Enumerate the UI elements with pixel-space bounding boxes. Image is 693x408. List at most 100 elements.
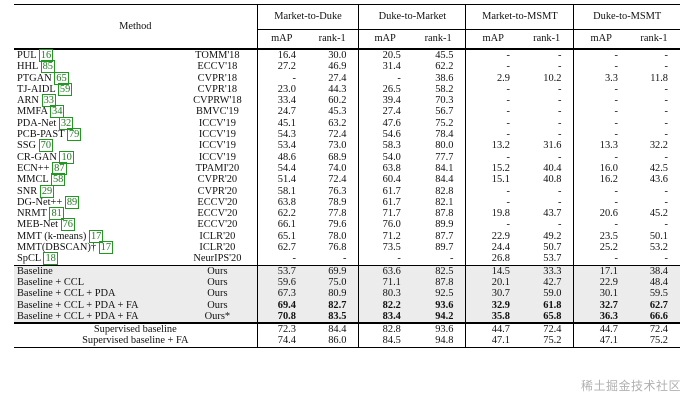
- value-cell: 89.7: [411, 242, 466, 253]
- value-text: 71.7: [382, 208, 401, 220]
- value-text: 82.8: [382, 324, 401, 336]
- citation-link[interactable]: 89: [64, 195, 80, 209]
- value-cell: -: [256, 72, 306, 84]
- value-cell: 43.7: [520, 208, 574, 219]
- method-cell: PDA-Net 32: [14, 116, 178, 130]
- method-cell: ECN++ 87: [14, 161, 178, 175]
- group-header-market-duke: Market-to-Duke: [256, 4, 359, 30]
- citation-link[interactable]: 59: [57, 82, 73, 96]
- value-cell: 31.6: [520, 140, 574, 151]
- value-text: -: [506, 129, 510, 141]
- value-text: 24.4: [491, 242, 510, 254]
- metric-header: rank-1: [410, 29, 466, 49]
- value-cell: 84.1: [411, 163, 466, 174]
- value-text: 54.0: [382, 151, 401, 163]
- value-cell: 71.2: [358, 230, 411, 243]
- method-header: Method: [119, 20, 152, 32]
- citation-link[interactable]: 70: [38, 139, 54, 153]
- method-cell: Supervised baseline + FA: [82, 335, 189, 347]
- value-text: 77.7: [435, 151, 454, 163]
- citation-link[interactable]: 32: [58, 116, 74, 130]
- citation-link[interactable]: 76: [60, 218, 75, 232]
- value-cell: 78.0: [306, 231, 359, 242]
- citation-link[interactable]: 81: [49, 207, 64, 221]
- value-cell: 74.0: [306, 163, 359, 174]
- value-cell: -: [520, 106, 574, 117]
- value-cell: 48.4: [627, 276, 680, 289]
- method-cell: TJ-AIDL 59: [14, 82, 178, 96]
- value-text: 47.1: [599, 335, 618, 347]
- value-cell: 13.2: [465, 140, 520, 152]
- value-text: 11.8: [650, 72, 668, 84]
- value-text: 27.2: [277, 61, 296, 73]
- citation-link[interactable]: 34: [50, 105, 65, 119]
- value-text: 77.8: [328, 208, 347, 220]
- citation-link[interactable]: 17: [98, 241, 114, 255]
- table-row: MEB-Net 76 ECCV'20 66.1 79.6 76.0 89.9 - - - -: [14, 218, 680, 232]
- value-cell: 32.9: [465, 299, 520, 311]
- value-text: 27.4: [382, 106, 401, 118]
- venue-cell: Ours: [178, 288, 258, 300]
- value-text: -: [664, 196, 668, 208]
- venue-cell: ICCV'19: [198, 140, 236, 152]
- value-cell: 45.2: [628, 208, 680, 219]
- value-text: 44.7: [599, 324, 618, 336]
- value-cell: -: [573, 83, 628, 96]
- citation-link[interactable]: 16: [38, 49, 54, 62]
- citation-link[interactable]: 17: [88, 229, 104, 243]
- value-cell: 83.5: [305, 310, 359, 324]
- value-text: -: [557, 50, 562, 61]
- value-text: 82.8: [435, 185, 454, 197]
- value-cell: 42.5: [628, 163, 680, 174]
- metric-header: mAP: [573, 29, 628, 49]
- value-text: 24.7: [277, 106, 296, 118]
- citation-link[interactable]: 18: [43, 252, 58, 266]
- value-text: 92.5: [435, 288, 454, 300]
- value-text: 72.4: [328, 129, 347, 141]
- value-text: 13.2: [491, 140, 510, 152]
- value-text: -: [557, 95, 562, 107]
- venue-cell: TOMM'18: [195, 50, 240, 61]
- value-cell: 63.6: [358, 265, 411, 277]
- value-cell: 82.2: [358, 299, 411, 311]
- citation-link[interactable]: 65: [54, 71, 69, 85]
- value-cell: -: [573, 61, 628, 73]
- metric-header: mAP: [358, 29, 411, 49]
- value-text: 45.5: [435, 50, 454, 61]
- value-text: -: [557, 151, 562, 163]
- value-cell: 87.8: [411, 208, 466, 219]
- value-text: -: [557, 129, 562, 141]
- value-text: -: [506, 196, 510, 208]
- results-table: Method Market-to-Duke Duke-to-Market Mar…: [14, 4, 680, 348]
- method-cell: SpCL 18: [14, 252, 178, 266]
- citation-link[interactable]: 79: [66, 128, 82, 142]
- method-name: DG-Net++: [17, 196, 63, 208]
- value-text: 51.4: [277, 174, 296, 186]
- venue-cell: Ours: [178, 265, 258, 277]
- citation-link[interactable]: 58: [50, 173, 66, 187]
- citation-link[interactable]: 10: [59, 150, 74, 164]
- table-row: PDA-Net 32 ICCV'19 45.1 63.2 47.6 75.2 - - - -: [14, 116, 680, 130]
- citation-link[interactable]: 29: [39, 184, 55, 198]
- value-text: -: [664, 95, 668, 107]
- venue-cell: CVPRW'18: [193, 95, 242, 107]
- method-cell: MMFA 34: [14, 105, 178, 119]
- value-text: 17.1: [599, 265, 618, 277]
- value-text: 65.1: [277, 230, 296, 242]
- value-text: 69.4: [277, 299, 296, 311]
- value-cell: -: [628, 118, 680, 129]
- value-text: 68.9: [328, 151, 347, 163]
- method-name: SNR: [17, 185, 38, 197]
- value-cell: 80.3: [358, 288, 411, 300]
- citation-link[interactable]: 33: [41, 94, 56, 108]
- value-cell: 63.8: [256, 196, 306, 209]
- method-name: ARN: [17, 95, 39, 107]
- value-text: 63.6: [382, 265, 401, 277]
- citation-link[interactable]: 85: [40, 60, 55, 74]
- value-cell: -: [465, 95, 520, 107]
- value-cell: 63.2: [306, 118, 359, 129]
- table-row: CR-GAN 10 ICCV'19 48.6 68.9 54.0 77.7 - - - -: [14, 150, 680, 164]
- citation-link[interactable]: 87: [52, 161, 67, 175]
- value-cell: 61.7: [358, 185, 411, 197]
- value-cell: -: [358, 72, 411, 84]
